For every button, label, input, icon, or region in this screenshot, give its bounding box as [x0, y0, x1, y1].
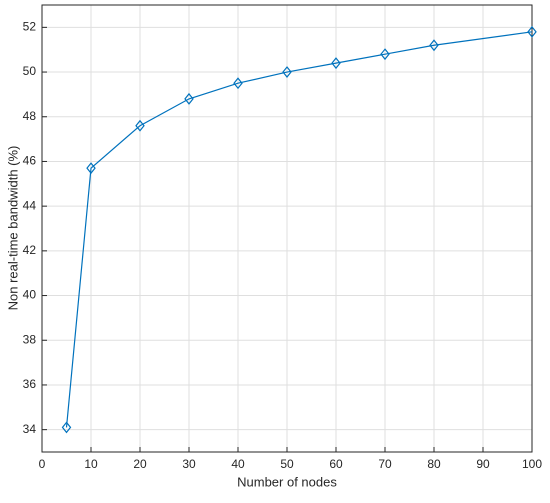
x-tick-label: 30	[182, 457, 196, 471]
data-marker	[282, 66, 292, 79]
data-marker	[135, 119, 145, 132]
data-marker	[429, 39, 439, 52]
y-tick-label: 50	[23, 64, 37, 78]
data-marker	[61, 421, 72, 434]
x-tick-label: 80	[427, 457, 441, 471]
y-tick-label: 48	[23, 109, 37, 123]
data-marker	[331, 57, 341, 70]
y-tick-label: 40	[23, 288, 37, 302]
x-tick-label: 100	[522, 457, 542, 471]
x-tick-label: 70	[378, 457, 392, 471]
y-tick-label: 38	[23, 332, 37, 346]
plot-frame	[41, 4, 533, 453]
y-tick-label: 42	[23, 243, 37, 257]
x-tick-label: 60	[329, 457, 343, 471]
data-marker	[86, 162, 96, 175]
x-tick-label: 20	[133, 457, 147, 471]
y-tick-label: 36	[23, 377, 37, 391]
data-marker	[184, 92, 194, 105]
y-tick-label: 46	[23, 154, 37, 168]
data-marker	[233, 77, 243, 90]
series-line	[65, 31, 533, 428]
y-tick-label: 44	[23, 198, 37, 212]
x-axis-label: Number of nodes	[237, 474, 337, 489]
x-tick-label: 40	[231, 457, 245, 471]
x-tick-label: 0	[39, 457, 46, 471]
data-marker	[380, 48, 390, 61]
y-tick-label: 52	[23, 20, 37, 34]
x-tick-label: 90	[476, 457, 490, 471]
y-axis-label: Non real-time bandwidth (%)	[5, 146, 20, 311]
x-tick-label: 10	[84, 457, 98, 471]
data-marker	[527, 25, 537, 38]
y-tick-label: 34	[23, 422, 37, 436]
x-tick-label: 50	[280, 457, 294, 471]
